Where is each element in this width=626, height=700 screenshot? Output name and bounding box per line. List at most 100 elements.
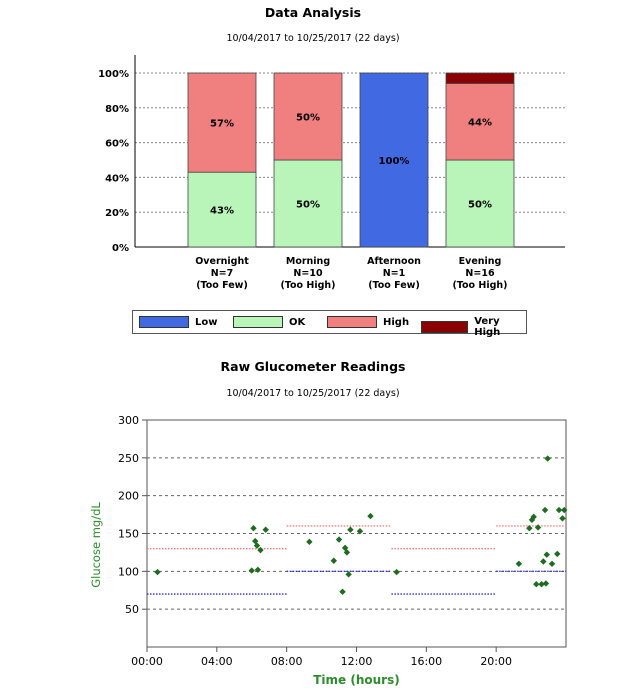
x-tick-label: 04:00: [201, 655, 233, 668]
x-category-label: N=10: [293, 268, 323, 279]
x-tick-label: 12:00: [341, 655, 373, 668]
legend-swatch-very-high: [421, 321, 469, 333]
y-tick-label: 250: [118, 452, 139, 465]
bar-chart-legend: Low OK High Very High: [132, 310, 527, 338]
legend-label-very-high: Very High: [474, 316, 501, 338]
bar-segment: [187, 171, 257, 248]
bar-segment: [273, 159, 343, 248]
x-category-label: Evening: [459, 256, 502, 267]
data-point: [533, 580, 540, 588]
y-tick-label: 100%: [98, 69, 129, 80]
data-point: [347, 526, 354, 533]
data-point: [530, 513, 537, 521]
legend-label-low: Low: [195, 316, 218, 328]
data-point: [262, 526, 269, 533]
y-tick-label: 0%: [112, 243, 129, 254]
x-category-label: (Too High): [280, 280, 335, 291]
data-point: [534, 524, 542, 531]
y-tick-label: 300: [118, 414, 139, 427]
bar-chart: 0%20%40%60%80%100%43%57%OvernightN=7(Too…: [98, 55, 565, 291]
data-point: [339, 588, 346, 595]
x-category-label: Afternoon: [367, 256, 421, 267]
data-point: [356, 528, 364, 535]
data-point: [540, 558, 547, 565]
data-point: [542, 580, 550, 587]
y-tick-label: 40%: [105, 173, 129, 184]
bar-segment: [445, 159, 515, 248]
x-category-label: N=7: [211, 268, 234, 279]
bar-data-label: 50%: [296, 113, 320, 124]
data-point: [559, 515, 566, 522]
data-point: [343, 549, 351, 556]
data-point: [330, 557, 338, 564]
bar-segment: [359, 72, 429, 248]
y-tick-label: 80%: [105, 104, 129, 115]
bar-segment: [273, 72, 343, 161]
scatter-chart-title: Raw Glucometer Readings: [220, 359, 406, 374]
bar-data-label: 57%: [210, 119, 234, 130]
legend-label-high: High: [383, 316, 410, 328]
y-tick-label: 60%: [105, 139, 129, 150]
data-point: [393, 568, 400, 576]
x-axis-title: Time (hours): [313, 673, 399, 687]
x-category-label: (Too High): [452, 280, 507, 291]
bar-data-label: 6%: [472, 74, 489, 85]
data-point: [345, 571, 352, 578]
data-point: [548, 560, 556, 567]
x-category-label: (Too Few): [368, 280, 420, 291]
bar-data-label: 43%: [210, 206, 234, 217]
x-category-label: (Too Few): [196, 280, 248, 291]
x-category-label: Morning: [286, 256, 330, 267]
data-point: [541, 506, 549, 514]
legend-swatch-high: [327, 316, 377, 328]
legend-item-low: Low: [139, 316, 217, 328]
x-tick-label: 00:00: [131, 655, 163, 668]
data-point: [257, 546, 264, 554]
data-point: [554, 550, 561, 558]
bar-data-label: 50%: [468, 200, 492, 211]
bar-segment: [445, 83, 515, 161]
data-point: [543, 551, 550, 558]
data-point: [544, 455, 551, 462]
y-tick-label: 50: [125, 603, 139, 616]
data-point: [526, 525, 533, 532]
legend-item-high: High: [327, 316, 409, 328]
data-point: [561, 506, 568, 514]
scatter-chart-subtitle: 10/04/2017 to 10/25/2017 (22 days): [226, 388, 400, 399]
data-point: [253, 542, 261, 549]
legend-swatch-ok: [233, 316, 283, 328]
x-tick-label: 16:00: [410, 655, 442, 668]
data-point: [154, 568, 161, 576]
data-point: [538, 580, 545, 588]
data-point: [555, 506, 563, 514]
x-category-label: N=16: [465, 268, 495, 279]
data-point: [254, 566, 262, 574]
bar-data-label: 100%: [379, 156, 410, 167]
legend-label-ok: OK: [289, 316, 306, 328]
data-point: [515, 560, 523, 567]
y-axis-title: Glucose mg/dL: [89, 502, 103, 588]
data-point: [250, 525, 257, 532]
data-point: [248, 567, 255, 574]
x-category-label: N=1: [383, 268, 406, 279]
bar-segment: [445, 72, 515, 84]
data-point: [306, 538, 313, 546]
legend-swatch-low: [139, 316, 189, 328]
data-point: [335, 536, 343, 543]
bar-chart-subtitle: 10/04/2017 to 10/25/2017 (22 days): [226, 33, 400, 44]
x-tick-label: 08:00: [271, 655, 303, 668]
y-tick-label: 100: [118, 565, 139, 578]
y-tick-label: 200: [118, 490, 139, 503]
bar-segment: [187, 72, 257, 173]
legend-item-ok: OK: [233, 316, 305, 328]
x-tick-label: 20:00: [480, 655, 512, 668]
data-point: [367, 512, 374, 520]
bar-data-label: 44%: [468, 118, 492, 129]
x-category-label: Overnight: [195, 256, 249, 267]
y-tick-label: 20%: [105, 208, 129, 219]
bar-data-label: 50%: [296, 200, 320, 211]
y-tick-label: 150: [118, 528, 139, 541]
legend-item-very-high: Very High: [421, 316, 526, 338]
bar-chart-title: Data Analysis: [264, 5, 362, 20]
